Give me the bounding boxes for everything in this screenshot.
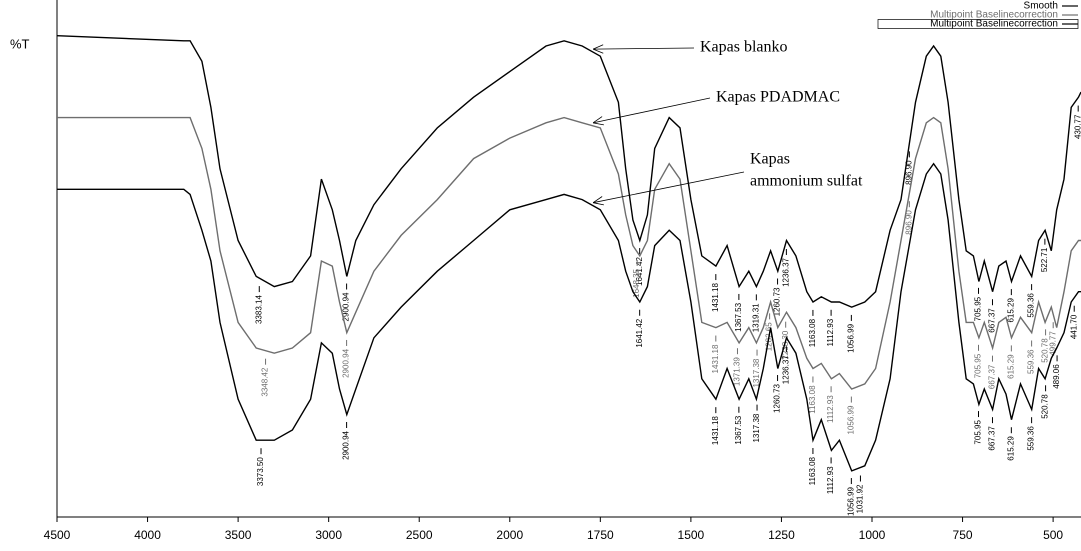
peak-label: 430.77 [1073, 114, 1081, 139]
annotation: Kapas blanko [700, 39, 788, 56]
annotation-arrow [593, 171, 745, 204]
annotation: Kapas PDADMAC [716, 89, 840, 106]
peak-label: 1163.08 [808, 318, 817, 347]
peak-label: 1317.38 [752, 413, 761, 442]
arrow-head [592, 116, 603, 124]
legend-label: Smooth [1024, 1, 1058, 12]
peak-label: 1056.99 [846, 486, 855, 515]
x-tick-label: 3000 [315, 528, 342, 542]
peak-label: 1260.73 [773, 383, 782, 412]
peak-label: 559.36 [1027, 349, 1036, 374]
peak-label: 1112.93 [826, 395, 835, 423]
peak-label: 896.90 [904, 160, 913, 185]
peak-label: 1317.38 [752, 358, 761, 387]
peak-label: 1641.42 [635, 318, 644, 347]
peak-label: 667.37 [988, 426, 997, 451]
peak-label: 1431.18 [711, 416, 720, 445]
peak-label: 2900.94 [342, 292, 351, 321]
y-axis-label: %T [10, 36, 30, 51]
arrow-head [592, 44, 604, 50]
peak-label: 520.78 [1041, 338, 1050, 363]
peak-label: 559.36 [1027, 293, 1036, 318]
peak-label: 1641.42 [635, 257, 644, 286]
spectrum-line [57, 162, 1081, 472]
peak-label: 520.78 [1041, 394, 1050, 419]
peak-label: 1371.39 [733, 357, 742, 386]
peak-label: 3373.50 [256, 457, 265, 486]
peak-label: 2900.94 [342, 348, 351, 377]
x-tick-label: 1250 [768, 528, 795, 542]
peak-label: 705.95 [974, 296, 983, 321]
arrow-head [592, 196, 603, 204]
x-tick-label: 4500 [44, 528, 71, 542]
spectrum-line [57, 116, 1081, 390]
annotation-arrow [593, 47, 695, 50]
peak-label: 1056.99 [846, 323, 855, 352]
x-tick-label: 1750 [587, 528, 614, 542]
x-tick-label: 1500 [678, 528, 705, 542]
annotation-arrow [593, 97, 711, 124]
peak-label: 667.37 [988, 308, 997, 333]
peak-label: 522.71 [1040, 247, 1049, 272]
peak-label: 1367.53 [734, 415, 743, 444]
peak-label: 1163.08 [808, 456, 817, 485]
peak-label: 1236.37 [781, 257, 790, 286]
peak-label: 705.95 [974, 420, 983, 445]
peak-label: 499.77 [1048, 331, 1057, 356]
peak-label: 1431.18 [711, 283, 720, 312]
peak-label: 3383.14 [254, 295, 263, 324]
peak-label: 1236.37 [781, 355, 790, 384]
peak-label: 896.90 [904, 210, 913, 235]
legend-label: Multipoint Baselinecorrection [930, 19, 1058, 30]
arrow-head [593, 202, 604, 206]
peak-label: 1648.35 [632, 268, 641, 297]
annotation: ammonium sulfat [750, 173, 863, 190]
peak-label: 615.29 [1006, 354, 1015, 379]
legend-label: Multipoint Baselinecorrection [930, 10, 1058, 21]
x-tick-label: 2500 [406, 528, 433, 542]
peak-label: 1431.18 [711, 344, 720, 373]
arrow-head [593, 122, 604, 126]
spectrum-line [56, 35, 1081, 308]
peak-label: 1163.08 [808, 385, 817, 414]
peak-label: 3348.42 [261, 367, 270, 396]
peak-label: 1367.53 [734, 302, 743, 331]
peak-label: 615.29 [1006, 298, 1015, 323]
peak-label: 1112.93 [826, 318, 835, 346]
arrow-head [592, 48, 604, 54]
peak-label: 1031.92 [856, 484, 865, 513]
peak-label: 559.36 [1027, 426, 1036, 451]
peak-label: 615.29 [1006, 436, 1015, 461]
x-tick-label: 1000 [859, 528, 886, 542]
peak-label: 1112.93 [826, 466, 835, 494]
peak-label: 1238.30 [781, 330, 790, 359]
x-tick-label: 3500 [225, 528, 252, 542]
peak-label: 489.06 [1052, 364, 1061, 389]
peak-label: 1319.31 [751, 303, 760, 332]
peak-label: 1260.73 [773, 287, 782, 316]
peak-label: 2900.94 [342, 430, 351, 459]
peak-label: 441.70 [1069, 314, 1078, 339]
peak-label: 667.37 [988, 364, 997, 389]
x-tick-label: 750 [953, 528, 973, 542]
x-tick-label: 500 [1043, 528, 1063, 542]
x-tick-label: 2000 [496, 528, 523, 542]
peak-label: 1056.99 [846, 405, 855, 434]
annotation: Kapas [750, 151, 790, 168]
peak-label: 705.95 [974, 353, 983, 378]
x-tick-label: 4000 [134, 528, 161, 542]
